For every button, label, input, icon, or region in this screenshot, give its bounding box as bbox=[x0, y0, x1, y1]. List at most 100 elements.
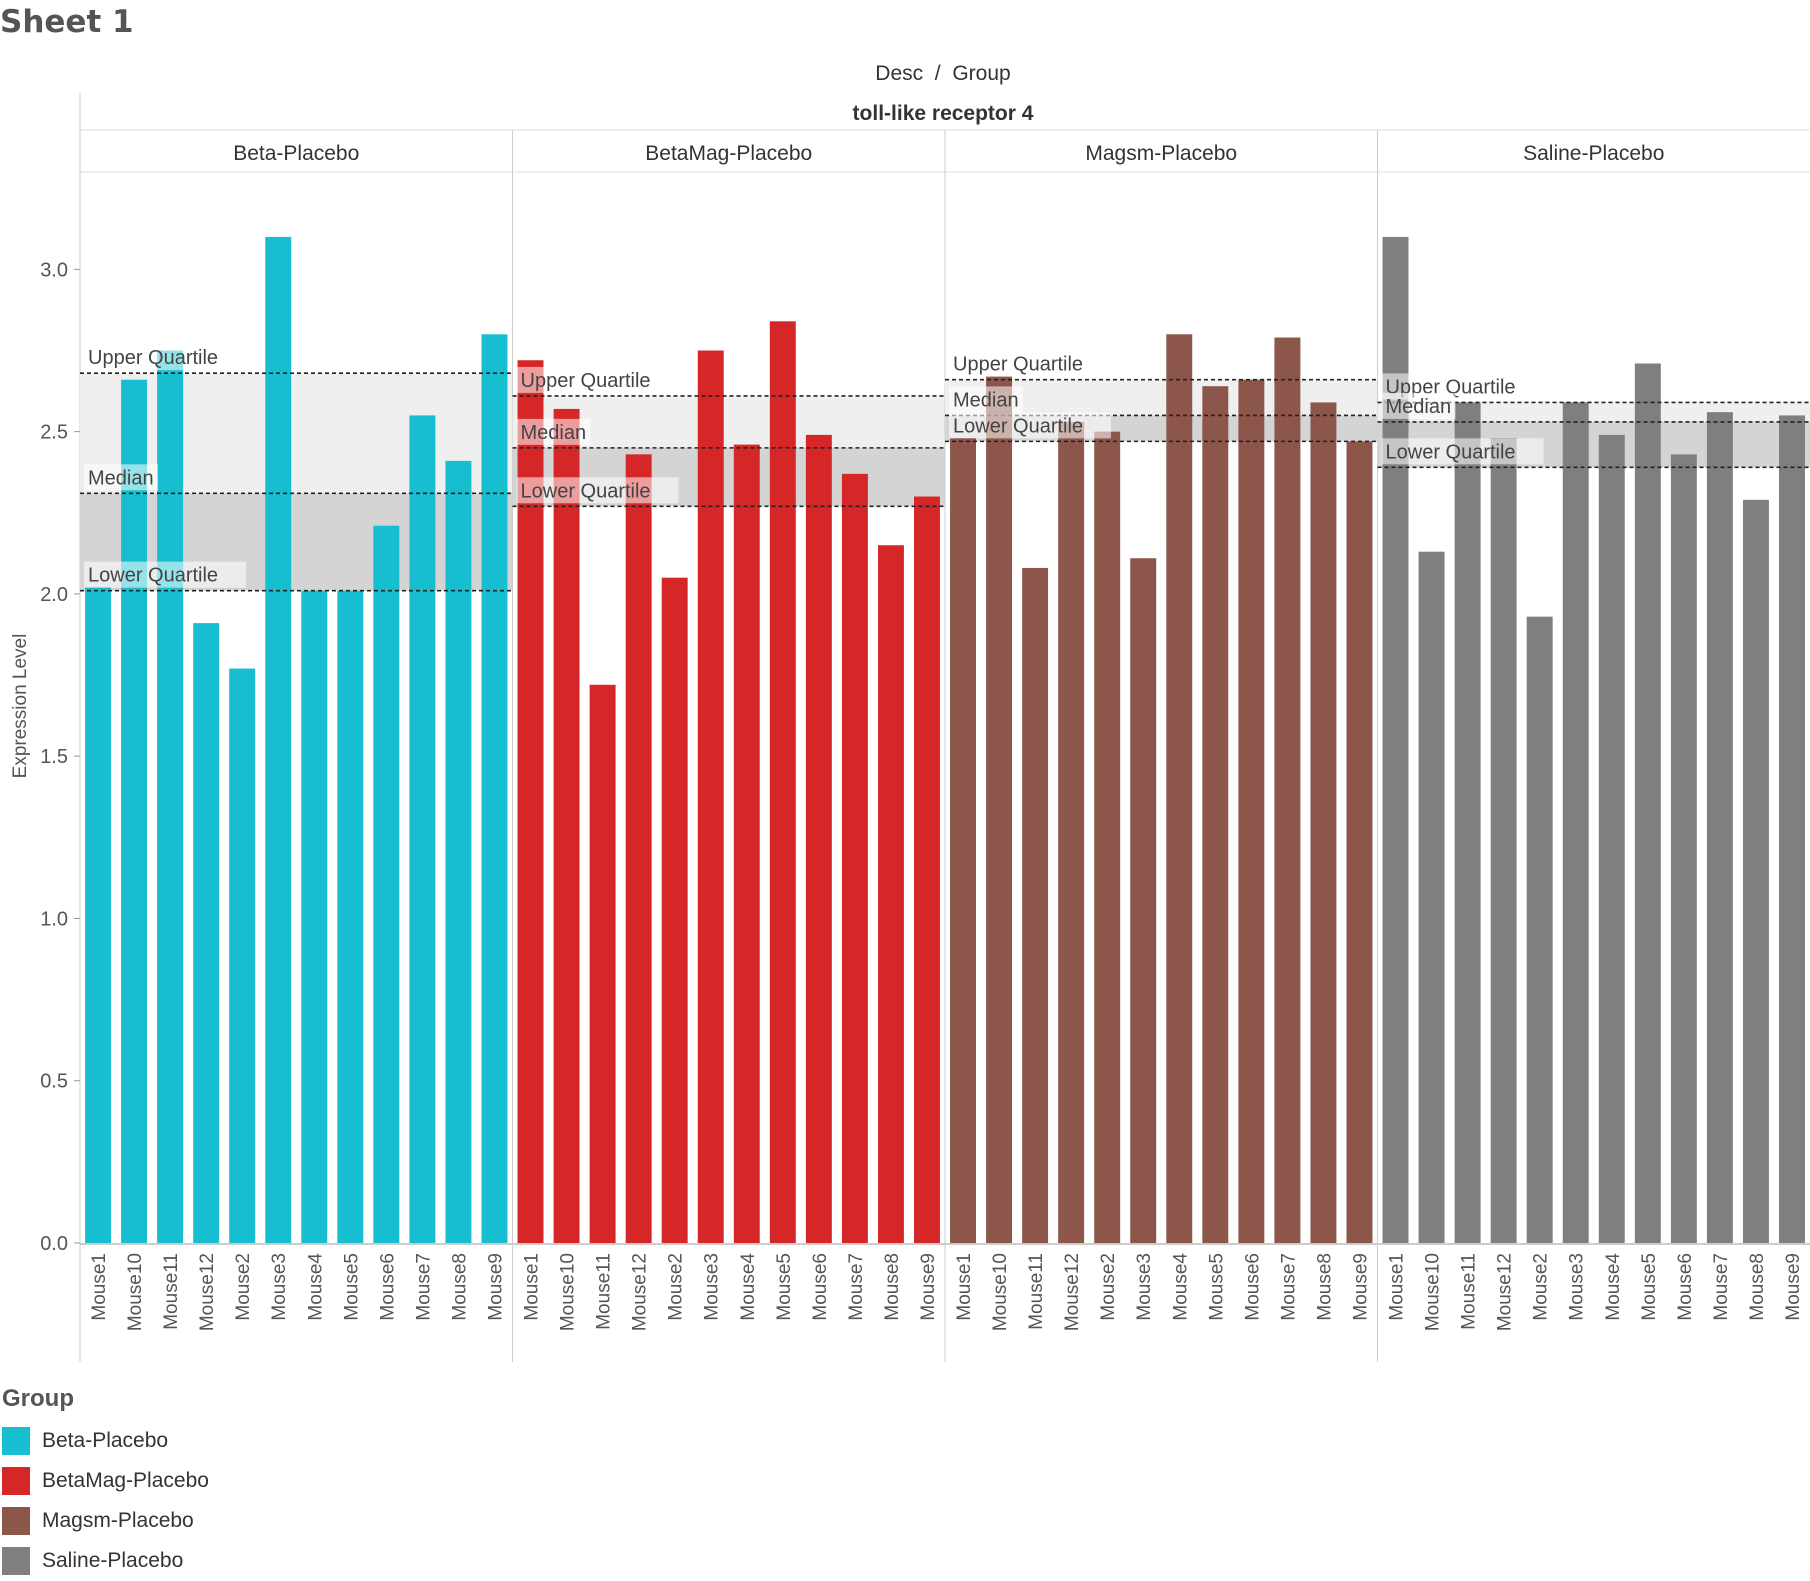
bar bbox=[1202, 386, 1228, 1243]
bar bbox=[1779, 415, 1805, 1243]
chart-header: Desc / Group bbox=[875, 62, 1010, 85]
bar bbox=[337, 591, 363, 1243]
x-tick-label: Mouse4 bbox=[1170, 1253, 1191, 1321]
bar bbox=[1563, 402, 1589, 1243]
y-tick-label: 2.5 bbox=[40, 422, 68, 444]
bar bbox=[1347, 441, 1373, 1243]
x-tick-label: Mouse6 bbox=[377, 1253, 398, 1321]
x-tick-label: Mouse9 bbox=[485, 1253, 506, 1321]
median-label: Median bbox=[88, 467, 154, 489]
panel-header: Saline-Placebo bbox=[1523, 142, 1664, 165]
x-tick-label: Mouse7 bbox=[846, 1253, 867, 1321]
x-tick-label: Mouse8 bbox=[1747, 1253, 1768, 1321]
x-tick-label: Mouse3 bbox=[269, 1253, 290, 1321]
bar bbox=[157, 351, 183, 1244]
bar bbox=[1238, 380, 1264, 1243]
x-tick-label: Mouse8 bbox=[1314, 1253, 1335, 1321]
bar bbox=[590, 685, 616, 1243]
x-tick-label: Mouse5 bbox=[341, 1253, 362, 1321]
x-tick-label: Mouse3 bbox=[1134, 1253, 1155, 1321]
legend-label: Magsm-Placebo bbox=[42, 1509, 194, 1533]
x-tick-label: Mouse5 bbox=[1639, 1253, 1660, 1321]
bar bbox=[626, 454, 652, 1243]
x-tick-label: Mouse1 bbox=[1387, 1253, 1408, 1321]
bar bbox=[373, 526, 399, 1243]
legend-title: Group bbox=[2, 1385, 209, 1413]
x-tick-label: Mouse9 bbox=[1783, 1253, 1804, 1321]
bar bbox=[229, 669, 255, 1243]
bar bbox=[409, 415, 435, 1243]
bar bbox=[1274, 338, 1300, 1243]
legend-swatch bbox=[2, 1507, 30, 1535]
legend-label: Beta-Placebo bbox=[42, 1429, 168, 1453]
y-axis-label: Expression Level bbox=[10, 634, 31, 779]
bar bbox=[1527, 617, 1553, 1243]
legend-item-beta-placebo[interactable]: Beta-Placebo bbox=[2, 1421, 209, 1461]
lower-quartile-label: Lower Quartile bbox=[521, 480, 651, 502]
x-tick-label: Mouse6 bbox=[810, 1253, 831, 1321]
bar-chart: Desc / Group toll-like receptor 4 Expres… bbox=[0, 0, 1810, 1380]
y-tick-label: 0.0 bbox=[40, 1233, 68, 1255]
bar bbox=[806, 435, 832, 1243]
x-tick-label: Mouse8 bbox=[449, 1253, 470, 1321]
x-tick-label: Mouse10 bbox=[125, 1253, 146, 1331]
bar bbox=[121, 380, 147, 1243]
x-tick-label: Mouse12 bbox=[630, 1253, 651, 1331]
x-tick-label: Mouse10 bbox=[1423, 1253, 1444, 1331]
bar bbox=[1130, 558, 1156, 1243]
x-tick-label: Mouse12 bbox=[197, 1253, 218, 1331]
x-tick-label: Mouse12 bbox=[1495, 1253, 1516, 1331]
bar bbox=[1094, 432, 1120, 1243]
bar bbox=[193, 623, 219, 1243]
legend-item-betamag-placebo[interactable]: BetaMag-Placebo bbox=[2, 1461, 209, 1501]
x-tick-label: Mouse11 bbox=[1459, 1253, 1480, 1330]
y-tick-label: 1.5 bbox=[40, 746, 68, 768]
median-label: Median bbox=[953, 389, 1019, 411]
x-tick-label: Mouse9 bbox=[1350, 1253, 1371, 1321]
panel-header: Beta-Placebo bbox=[233, 142, 359, 165]
x-tick-label: Mouse8 bbox=[882, 1253, 903, 1321]
bar bbox=[698, 351, 724, 1244]
bar bbox=[1491, 438, 1517, 1243]
upper-quartile-label: Upper Quartile bbox=[521, 370, 651, 392]
bar bbox=[1022, 568, 1048, 1243]
x-tick-label: Mouse11 bbox=[594, 1253, 615, 1330]
bar bbox=[85, 587, 111, 1243]
x-tick-label: Mouse1 bbox=[954, 1253, 975, 1321]
x-tick-label: Mouse4 bbox=[1603, 1253, 1624, 1321]
legend-item-magsm-placebo[interactable]: Magsm-Placebo bbox=[2, 1501, 209, 1541]
bar bbox=[554, 409, 580, 1243]
legend-swatch bbox=[2, 1427, 30, 1455]
lower-quartile-label: Lower Quartile bbox=[1386, 441, 1516, 463]
panel-header: BetaMag-Placebo bbox=[645, 142, 812, 165]
x-tick-label: Mouse10 bbox=[990, 1253, 1011, 1331]
legend-item-saline-placebo[interactable]: Saline-Placebo bbox=[2, 1541, 209, 1581]
y-tick-label: 1.0 bbox=[40, 908, 68, 930]
panel-header: Magsm-Placebo bbox=[1085, 142, 1237, 165]
bar bbox=[1599, 435, 1625, 1243]
x-tick-label: Mouse2 bbox=[233, 1253, 254, 1321]
bar bbox=[482, 334, 508, 1243]
upper-quartile-label: Upper Quartile bbox=[953, 354, 1083, 376]
x-tick-label: Mouse9 bbox=[918, 1253, 939, 1321]
bar bbox=[1743, 500, 1769, 1243]
median-label: Median bbox=[521, 422, 587, 444]
bar bbox=[770, 321, 796, 1243]
x-tick-label: Mouse1 bbox=[89, 1253, 110, 1321]
bar bbox=[1310, 402, 1336, 1243]
x-tick-label: Mouse3 bbox=[1567, 1253, 1588, 1321]
x-tick-label: Mouse2 bbox=[666, 1253, 687, 1321]
bar bbox=[842, 474, 868, 1243]
bar bbox=[1419, 552, 1445, 1243]
x-tick-label: Mouse1 bbox=[522, 1253, 543, 1321]
x-tick-label: Mouse7 bbox=[413, 1253, 434, 1321]
x-tick-label: Mouse7 bbox=[1278, 1253, 1299, 1321]
legend-label: BetaMag-Placebo bbox=[42, 1469, 209, 1493]
legend: Group Beta-Placebo BetaMag-Placebo Magsm… bbox=[2, 1385, 209, 1581]
x-tick-label: Mouse6 bbox=[1675, 1253, 1696, 1321]
x-tick-label: Mouse3 bbox=[702, 1253, 723, 1321]
x-tick-label: Mouse4 bbox=[738, 1253, 759, 1321]
x-tick-label: Mouse12 bbox=[1062, 1253, 1083, 1331]
bar bbox=[301, 591, 327, 1243]
lower-quartile-label: Lower Quartile bbox=[88, 565, 218, 587]
